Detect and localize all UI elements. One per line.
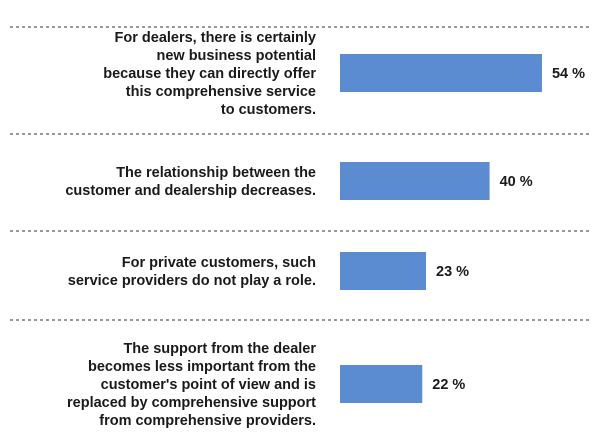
bar — [340, 365, 423, 403]
value-label: 23 % — [436, 264, 469, 280]
category-label-line: For dealers, there is certainly — [115, 30, 316, 46]
bar — [340, 252, 427, 290]
category-label: For private customers, such service provi… — [68, 255, 316, 289]
category-label-line: customer and dealership decreases. — [65, 183, 316, 199]
value-labels: 54 % 40 % 23 % 22 % — [432, 66, 585, 393]
category-label: The relationship between the customer and… — [65, 165, 316, 199]
category-label-line: The relationship between the — [116, 165, 316, 181]
bar — [340, 162, 490, 200]
category-label: For dealers, there is certainly new busin… — [103, 30, 316, 118]
row-separators — [10, 26, 591, 321]
category-label-line: from comprehensive providers. — [99, 413, 316, 429]
value-label: 54 % — [552, 66, 585, 82]
category-labels: For dealers, there is certainly new busin… — [65, 30, 316, 429]
category-label-line: For private customers, such — [122, 255, 316, 271]
category-label-line: The support from the dealer — [123, 341, 316, 357]
category-label-line: because they can directly offer — [103, 66, 316, 82]
value-label: 40 % — [500, 174, 533, 190]
value-label: 22 % — [432, 377, 465, 393]
category-label-line: becomes less important from the — [88, 359, 316, 375]
category-label-line: replaced by comprehensive support — [67, 395, 316, 411]
category-label-line: new business potential — [156, 48, 316, 64]
category-label: The support from the dealer becomes less … — [67, 341, 316, 429]
category-label-line: service providers do not play a role. — [68, 273, 316, 289]
category-label-line: this comprehensive service — [126, 84, 316, 100]
category-label-line: customer's point of view and is — [101, 377, 316, 393]
bars — [340, 54, 542, 403]
bar — [340, 54, 542, 92]
category-label-line: to customers. — [221, 102, 316, 118]
